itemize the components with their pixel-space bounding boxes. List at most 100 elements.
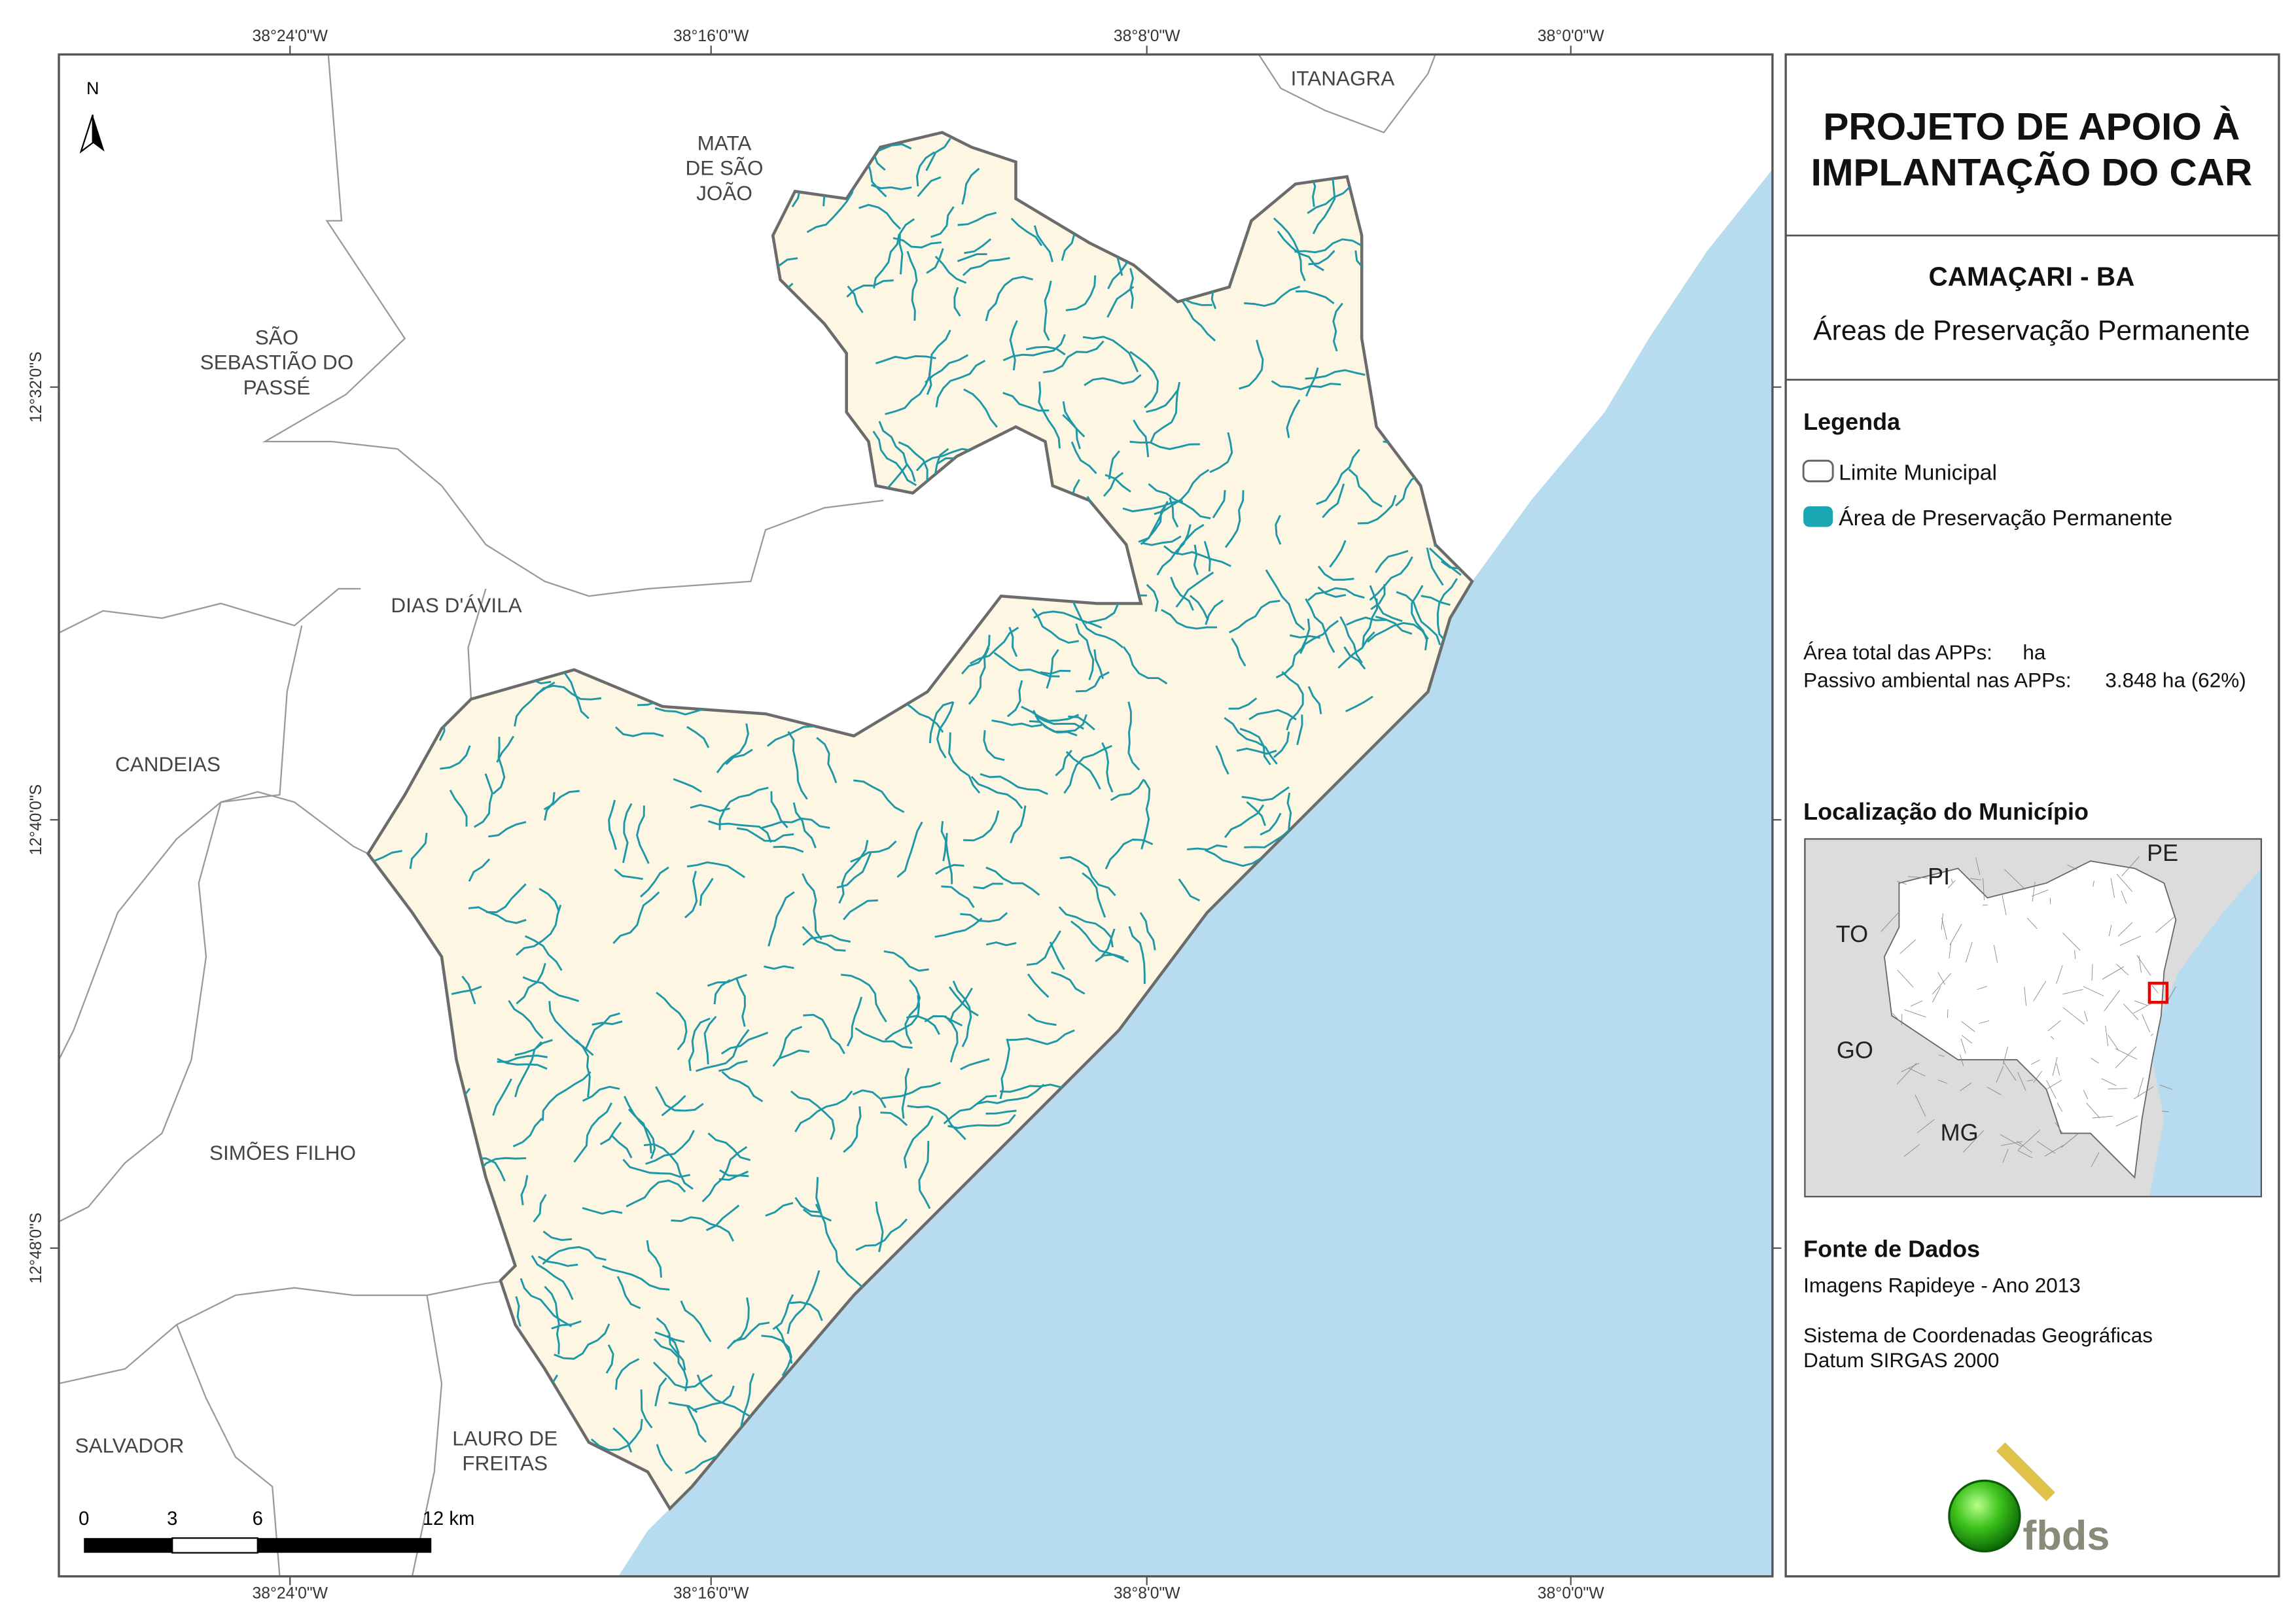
inset-bahia: [1883, 860, 2177, 1179]
river: [1154, 468, 1210, 515]
river: [1436, 578, 1458, 643]
river: [688, 1017, 711, 1072]
river: [1339, 616, 1363, 664]
river: [1062, 413, 1086, 438]
river: [880, 1111, 908, 1126]
river: [772, 1026, 803, 1067]
river: [736, 827, 794, 842]
river: [599, 1121, 622, 1145]
north-label: N: [86, 79, 99, 98]
river: [970, 776, 1023, 809]
river: [614, 868, 643, 881]
inset-line: [2105, 1025, 2109, 1047]
scale-label: 6: [253, 1509, 263, 1529]
river: [999, 1038, 1011, 1100]
legend-title: Legenda: [1803, 408, 1901, 435]
river: [761, 1335, 792, 1376]
inset-line: [2151, 985, 2159, 994]
inset-line: [1987, 1087, 2002, 1096]
inset-line: [2092, 1115, 2113, 1119]
panel-title: IMPLANTAÇÃO DO CAR: [1811, 150, 2253, 194]
river: [646, 1240, 662, 1278]
river: [765, 1202, 794, 1217]
inset-line: [1963, 1130, 1985, 1153]
river: [1027, 1013, 1057, 1026]
grid-label: 38°8'0"W: [1114, 1584, 1180, 1602]
river: [1046, 649, 1059, 689]
info-panel: PROJETO DE APOIO À IMPLANTAÇÃO DO CAR CA…: [1784, 53, 2280, 1578]
theme: Áreas de Preservação Permanente: [1813, 315, 2250, 347]
sources-title: Fonte de Dados: [1803, 1235, 1980, 1262]
scale-label: 0: [79, 1509, 89, 1529]
river: [512, 1117, 543, 1147]
river: [906, 1015, 940, 1036]
river: [1289, 634, 1320, 639]
river: [1224, 490, 1245, 548]
river: [1231, 638, 1246, 667]
place-label: LAURO DE: [452, 1426, 557, 1450]
river: [640, 1389, 653, 1429]
inset-line: [2002, 1149, 2009, 1163]
river: [1182, 300, 1216, 341]
place-label: FREITAS: [462, 1452, 548, 1475]
inset-line: [2134, 1000, 2147, 1006]
river: [1244, 829, 1291, 848]
river: [1082, 872, 1106, 918]
river: [1058, 906, 1114, 948]
river: [881, 1081, 941, 1100]
river: [853, 779, 905, 813]
river: [1169, 497, 1179, 528]
river: [1271, 380, 1341, 391]
river: [918, 1141, 931, 1210]
river: [614, 1358, 640, 1390]
river: [903, 1115, 934, 1169]
inset-line: [2002, 895, 2007, 915]
river: [1239, 727, 1271, 765]
river: [1009, 320, 1018, 371]
river: [1426, 547, 1444, 586]
grid-labels: 38°24'0"W 38°16'0"W 38°8'0"W 38°0'0"W 38°24'…: [27, 27, 1782, 1602]
inset-line: [1983, 878, 1985, 901]
place-label: SÃO: [255, 325, 299, 349]
inset-line: [2062, 1007, 2085, 1025]
river: [960, 1058, 990, 1070]
river: [1043, 280, 1052, 341]
river: [934, 917, 983, 938]
river: [917, 176, 942, 198]
river: [885, 365, 932, 415]
inset-frame: [1804, 838, 2263, 1198]
river: [1106, 286, 1135, 318]
river: [926, 330, 951, 395]
river: [514, 681, 556, 727]
river: [1241, 786, 1290, 801]
boundary: [411, 1295, 443, 1577]
source-line: Imagens Rapideye - Ano 2013: [1803, 1273, 2081, 1297]
river: [652, 1361, 713, 1389]
river: [1075, 671, 1110, 693]
inset-line: [2067, 864, 2077, 870]
river: [1170, 576, 1194, 611]
river: [514, 1041, 542, 1098]
river: [542, 1071, 592, 1121]
boundary: [59, 625, 303, 1060]
scale-segment: [84, 1538, 173, 1553]
inset-line: [1947, 1009, 1949, 1019]
river: [815, 1177, 823, 1218]
river: [1317, 586, 1347, 598]
river: [983, 730, 1005, 761]
inset-line: [1996, 1066, 2004, 1083]
river: [1129, 440, 1200, 450]
river: [846, 996, 863, 1047]
inset-line: [1881, 911, 1901, 932]
inset-line: [2116, 873, 2133, 892]
river: [1305, 369, 1366, 380]
inset-line: [2033, 981, 2047, 1002]
river: [1059, 856, 1116, 896]
river: [1357, 495, 1397, 525]
river: [544, 792, 556, 821]
inset-line: [2086, 1102, 2100, 1119]
river: [1193, 544, 1199, 576]
legend-label: Área de Preservação Permanente: [1839, 506, 2172, 531]
river: [1139, 912, 1156, 951]
scale-segment: [257, 1538, 432, 1553]
